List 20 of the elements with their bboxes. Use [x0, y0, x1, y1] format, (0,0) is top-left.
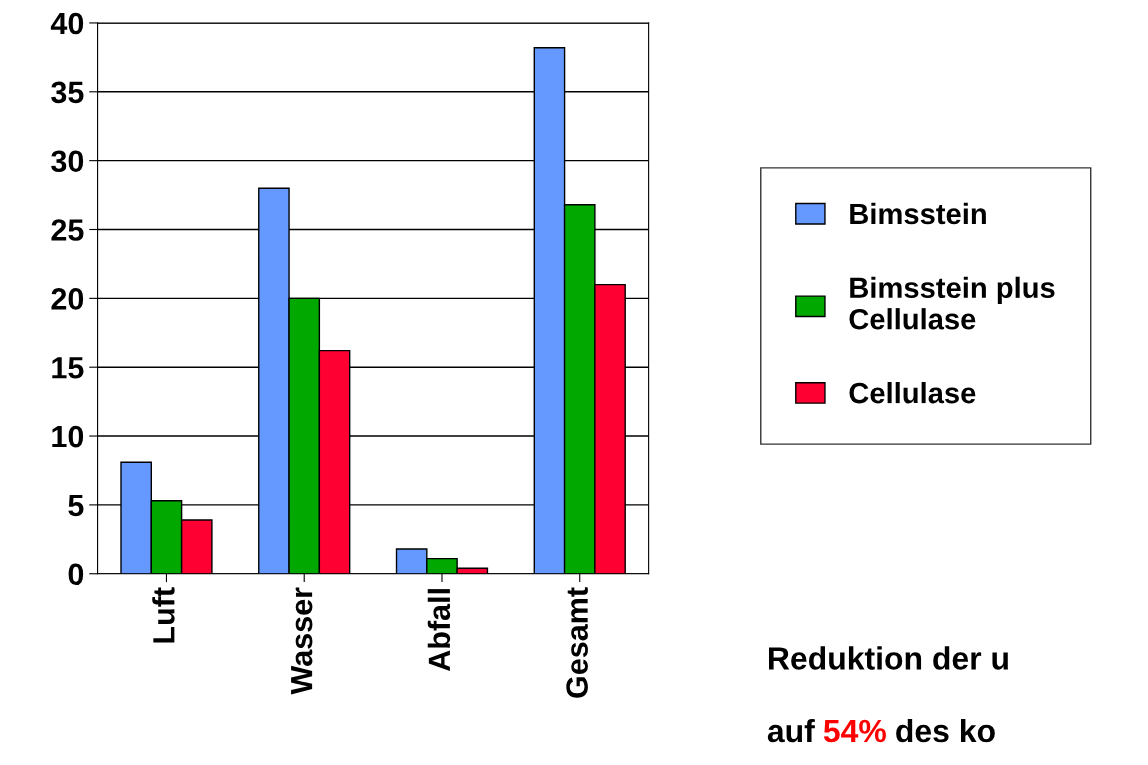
y-tick-label: 10 — [52, 425, 84, 448]
y-tick-label: 5 — [68, 494, 84, 517]
text: 54% — [823, 719, 886, 743]
y-tick-label: 0 — [68, 563, 84, 586]
legend-label: Bimsstein — [850, 202, 986, 225]
text: des ko — [896, 718, 995, 743]
y-tick-label: 35 — [51, 81, 84, 104]
x-tick-label: Gesamt — [566, 587, 588, 698]
y-tick-label: 25 — [51, 219, 84, 241]
x-tick-label: Luft — [152, 587, 175, 643]
y-tick-label: 40 — [50, 12, 84, 35]
y-tick-label: 30 — [51, 150, 84, 173]
x-tick-label: Wasser — [291, 587, 313, 695]
legend-label: Cellulase — [849, 381, 976, 404]
legend-label: Bimsstein plus Cellulase — [849, 276, 1055, 330]
y-tick-label: 15 — [52, 357, 84, 379]
y-tick-label: 20 — [51, 288, 84, 310]
text: Reduktion der u — [769, 646, 1008, 670]
text: auf — [767, 718, 815, 743]
x-tick-label: Abfall — [427, 589, 451, 672]
